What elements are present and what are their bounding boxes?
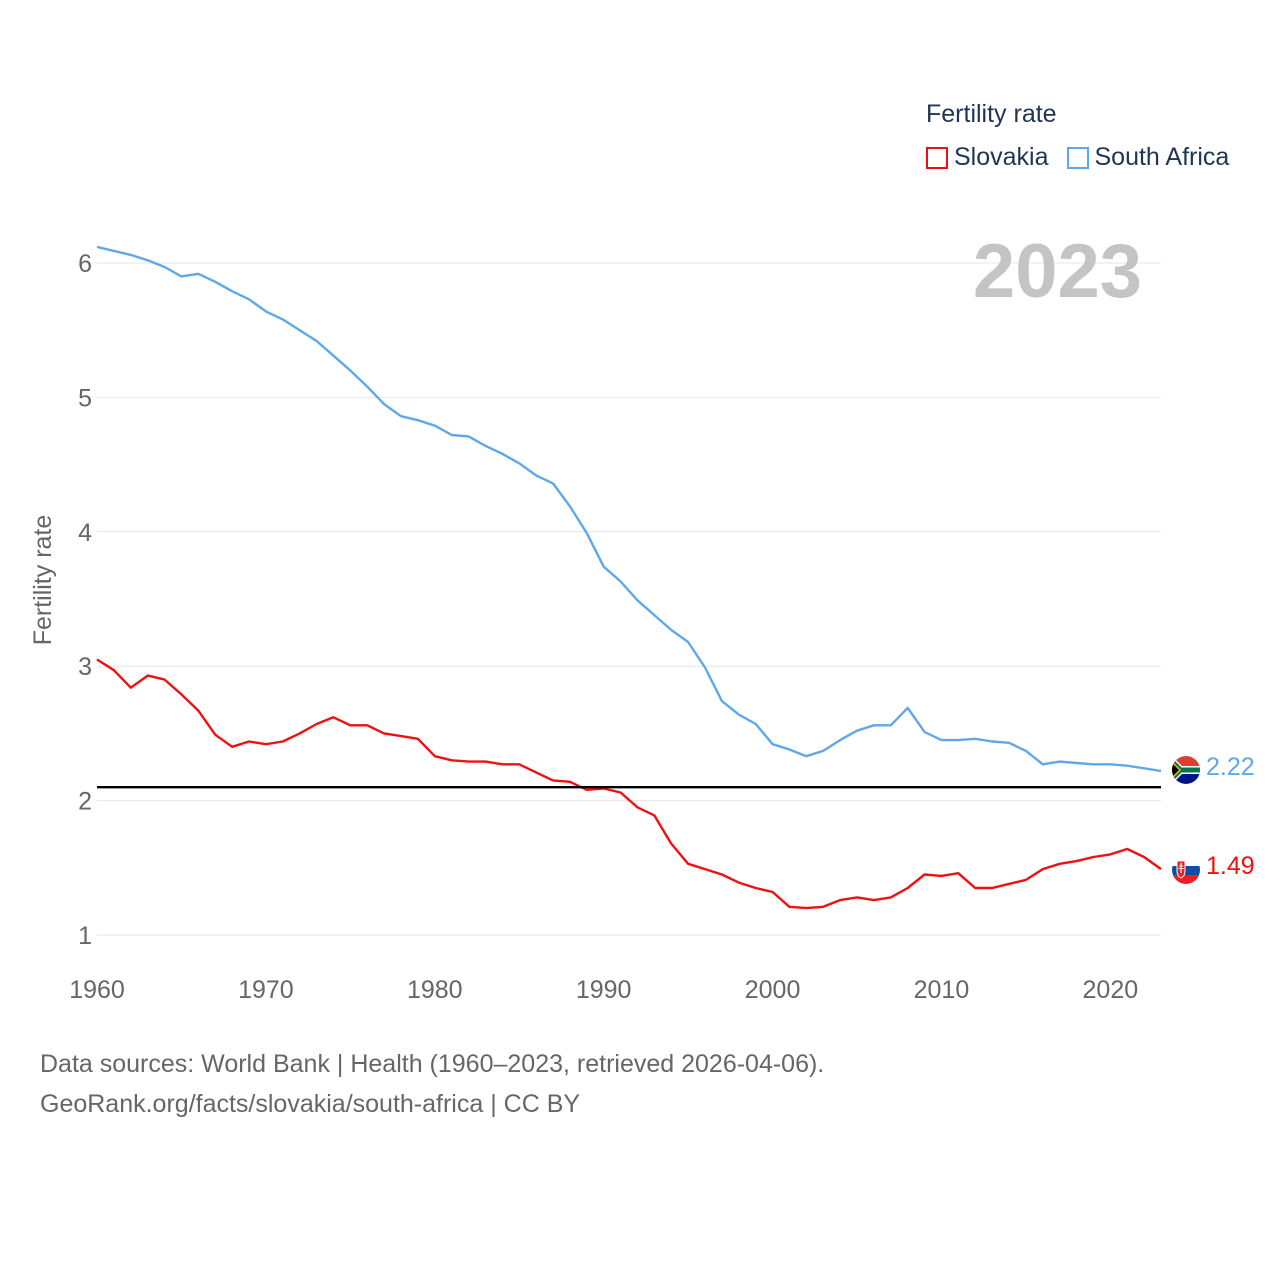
- series-line-slovakia[interactable]: [96, 658, 1162, 910]
- line-chart: 1 2 3 4 5 6 1960 1970 1980 1990 2000 2010 2020 Fert…: [29, 245, 1162, 1004]
- slovakia-flag-icon: [1172, 856, 1200, 884]
- x-tick-label: 1960: [69, 976, 125, 1004]
- slovakia-end-value: 1.49: [1206, 852, 1255, 880]
- x-axis: 1960 1970 1980 1990 2000 2010 2020: [69, 976, 1138, 1004]
- y-tick-label: 4: [78, 519, 92, 547]
- source-line-1: Data sources: World Bank | Health (1960–…: [40, 1050, 825, 1078]
- y-tick-label: 6: [78, 250, 92, 278]
- series-line-south-africa[interactable]: [96, 245, 1162, 773]
- y-tick-label: 1: [78, 922, 92, 950]
- legend-item-slovakia[interactable]: Slovakia: [926, 143, 1049, 172]
- legend: Slovakia South Africa: [926, 143, 1247, 172]
- south-africa-flag-icon: [1172, 756, 1200, 784]
- y-tick-label: 5: [78, 384, 92, 412]
- legend-label: South Africa: [1094, 143, 1230, 171]
- grid-lines: [97, 262, 1161, 936]
- legend-title: Fertility rate: [926, 100, 1057, 128]
- legend-item-south-africa[interactable]: South Africa: [1066, 143, 1230, 172]
- x-tick-label: 2010: [914, 976, 970, 1004]
- legend-swatch: [1066, 146, 1089, 169]
- series-lines: [96, 245, 1162, 910]
- year-watermark: 2023: [972, 229, 1142, 314]
- y-tick-label: 3: [78, 653, 92, 681]
- y-axis-label: Fertility rate: [29, 515, 57, 646]
- y-axis: 1 2 3 4 5 6: [78, 250, 92, 950]
- x-tick-label: 1980: [407, 976, 463, 1004]
- y-tick-label: 2: [78, 788, 92, 816]
- source-line-2[interactable]: GeoRank.org/facts/slovakia/south-africa …: [40, 1090, 581, 1118]
- source-note: Data sources: World Bank | Health (1960–…: [40, 1044, 824, 1124]
- x-tick-label: 2020: [1083, 976, 1139, 1004]
- legend-swatch: [926, 146, 948, 169]
- x-tick-label: 1990: [576, 976, 632, 1004]
- legend-label: Slovakia: [954, 143, 1049, 171]
- south-africa-end-value: 2.22: [1206, 753, 1255, 781]
- x-tick-label: 2000: [745, 976, 801, 1004]
- x-tick-label: 1970: [238, 976, 294, 1004]
